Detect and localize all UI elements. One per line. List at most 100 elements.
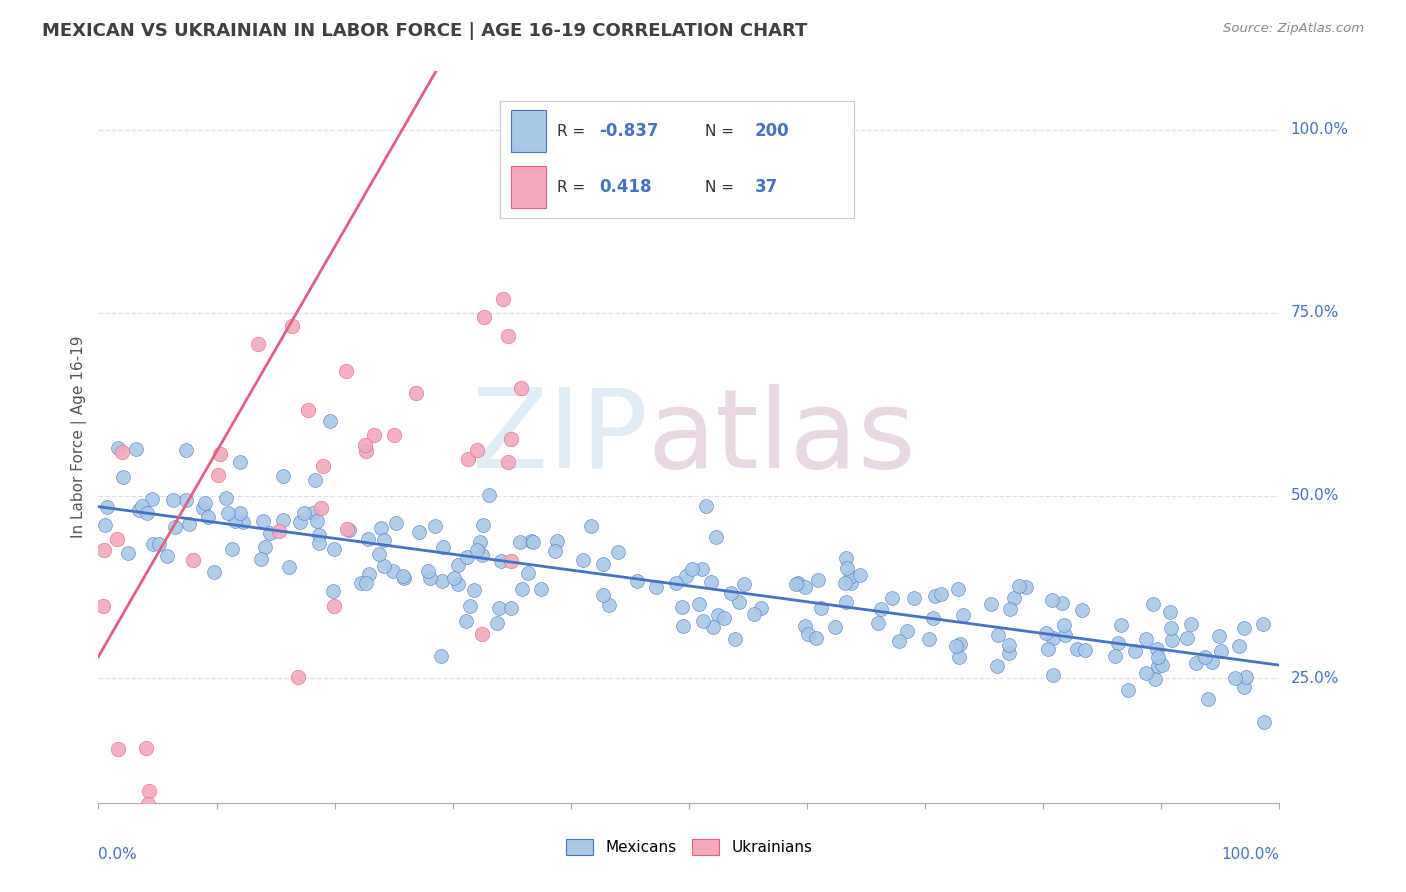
Point: [887, 634, 910, 648]
Point: [252, 514, 274, 528]
Point: [1161, 632, 1184, 647]
Point: [1208, 629, 1230, 643]
Point: [1116, 683, 1139, 698]
Point: [598, 598, 620, 612]
Point: [688, 598, 710, 612]
Point: [1042, 668, 1064, 682]
Point: [135, 506, 157, 520]
Point: [337, 523, 360, 537]
Point: [1135, 632, 1157, 646]
Point: [707, 608, 730, 623]
Point: [839, 570, 862, 584]
Point: [592, 557, 614, 571]
Point: [105, 532, 128, 546]
Point: [208, 447, 231, 461]
Point: [368, 547, 391, 561]
Point: [866, 615, 889, 630]
Point: [1211, 644, 1233, 658]
Point: [700, 575, 723, 590]
Point: [1146, 642, 1168, 657]
Point: [1194, 649, 1216, 664]
Point: [581, 518, 603, 533]
Point: [454, 615, 477, 629]
Point: [312, 459, 335, 474]
Point: [509, 381, 531, 395]
Point: [319, 414, 342, 428]
Point: [520, 534, 543, 549]
Point: [491, 292, 513, 306]
Point: [1223, 672, 1246, 686]
Point: [1050, 596, 1073, 610]
Point: [1035, 625, 1057, 640]
Point: [221, 541, 243, 556]
Point: [280, 318, 302, 333]
Point: [749, 601, 772, 615]
Point: [1232, 621, 1254, 635]
Point: [292, 506, 315, 520]
Point: [1070, 603, 1092, 617]
Text: 50.0%: 50.0%: [1291, 488, 1339, 503]
Point: [945, 639, 967, 653]
Point: [322, 584, 344, 599]
Point: [131, 499, 153, 513]
Point: [1201, 655, 1223, 669]
Point: [94, 518, 117, 533]
Point: [91, 599, 114, 613]
Point: [499, 601, 522, 615]
Point: [1042, 632, 1064, 646]
Point: [447, 576, 470, 591]
Point: [107, 742, 129, 756]
Point: [1233, 680, 1256, 694]
Point: [309, 500, 332, 515]
Point: [457, 452, 479, 467]
Point: [117, 546, 139, 560]
Point: [1144, 672, 1167, 686]
Point: [1066, 642, 1088, 657]
Point: [217, 506, 239, 520]
Point: [903, 591, 925, 606]
Point: [835, 551, 858, 566]
Point: [672, 619, 695, 633]
Text: ZIP: ZIP: [472, 384, 648, 491]
Point: [373, 533, 395, 547]
Point: [354, 444, 377, 458]
Point: [191, 500, 214, 515]
Point: [253, 540, 276, 554]
Point: [793, 580, 815, 594]
Point: [267, 524, 290, 538]
Point: [496, 455, 519, 469]
Point: [499, 554, 522, 568]
Point: [488, 600, 510, 615]
Text: 100.0%: 100.0%: [1222, 847, 1279, 862]
Legend: Mexicans, Ukrainians: Mexicans, Ukrainians: [560, 833, 818, 861]
Point: [288, 515, 311, 529]
Point: [432, 540, 454, 554]
Point: [419, 571, 441, 585]
Point: [381, 564, 404, 578]
Point: [499, 433, 522, 447]
Point: [607, 545, 630, 559]
Point: [1175, 631, 1198, 645]
Point: [162, 493, 184, 508]
Point: [695, 499, 717, 513]
Point: [720, 586, 742, 600]
Point: [1135, 665, 1157, 680]
Point: [183, 553, 205, 567]
Point: [382, 427, 405, 442]
Point: [665, 575, 688, 590]
Point: [1234, 670, 1257, 684]
Point: [849, 567, 872, 582]
Point: [135, 741, 157, 756]
Point: [471, 627, 494, 641]
Point: [138, 797, 160, 811]
Point: [432, 574, 454, 588]
Text: 75.0%: 75.0%: [1291, 305, 1339, 320]
Point: [392, 569, 415, 583]
Point: [194, 496, 217, 510]
Point: [645, 580, 668, 594]
Point: [841, 576, 863, 591]
Point: [456, 549, 478, 564]
Text: MEXICAN VS UKRAINIAN IN LABOR FORCE | AGE 16-19 CORRELATION CHART: MEXICAN VS UKRAINIAN IN LABOR FORCE | AG…: [42, 22, 807, 40]
Point: [179, 516, 201, 531]
Point: [1015, 580, 1038, 594]
